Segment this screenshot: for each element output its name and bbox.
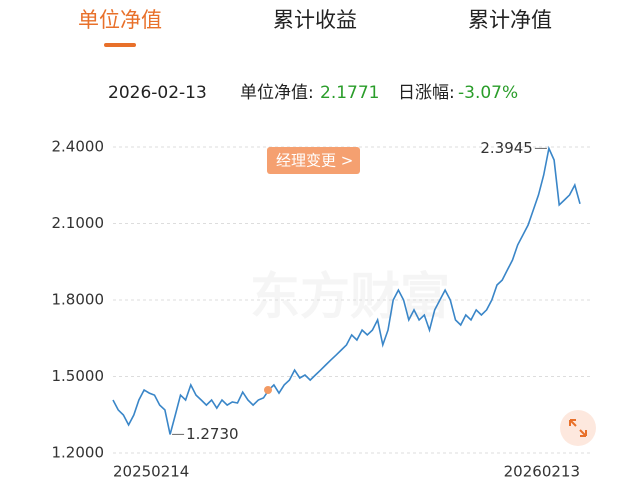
y-tick-label: 1.8000	[52, 291, 105, 309]
tab[interactable]: 单位净值	[78, 8, 162, 32]
nav-label: 单位净值:	[240, 83, 314, 103]
nav-line	[112, 145, 581, 435]
x-tick-label: 20250214	[113, 463, 189, 481]
y-tick-label: 1.2000	[52, 444, 105, 462]
expand-button[interactable]	[560, 410, 596, 446]
date: 2026-02-13	[108, 83, 207, 103]
event-box	[267, 147, 360, 174]
change-value: -3.07%	[458, 83, 518, 103]
watermark: 东方财富	[250, 268, 450, 326]
tab[interactable]: 累计收益	[273, 8, 357, 32]
max-label: 2.3945	[480, 139, 533, 157]
y-tick-label: 2.4000	[52, 138, 105, 156]
min-label: 1.2730	[186, 425, 239, 443]
nav-value: 2.1771	[320, 83, 379, 103]
y-tick-label: 1.5000	[52, 367, 105, 385]
event-label: 经理变更 >	[276, 152, 353, 170]
x-tick-label: 20260213	[504, 463, 580, 481]
event-dot	[264, 386, 272, 395]
tab[interactable]: 累计净值	[468, 8, 552, 32]
y-tick-label: 2.1000	[52, 214, 105, 232]
change-label: 日涨幅:	[398, 83, 455, 103]
tab-indicator	[104, 43, 136, 47]
